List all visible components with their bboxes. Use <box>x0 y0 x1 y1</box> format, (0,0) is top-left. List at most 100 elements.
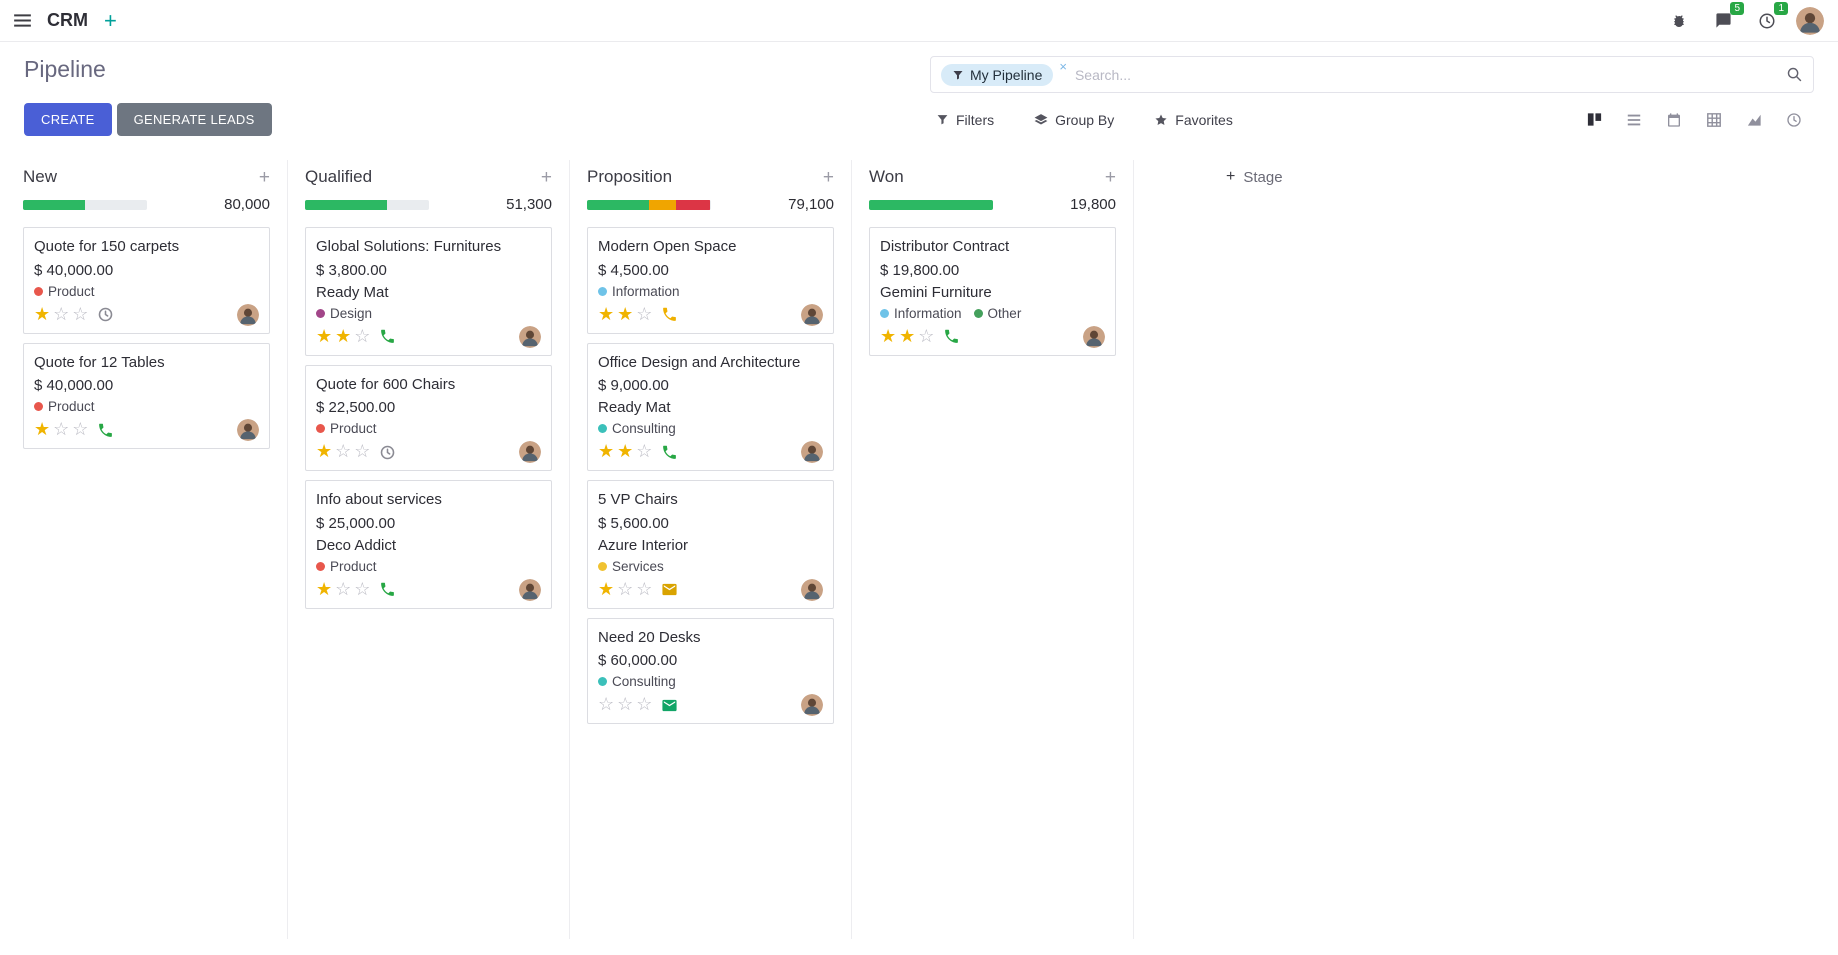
card-avatar <box>801 441 823 463</box>
phone-activity-icon[interactable] <box>661 306 678 323</box>
kanban-card[interactable]: Quote for 600 Chairs $ 22,500.00 Product… <box>305 364 552 471</box>
facet-remove-icon[interactable]: × <box>1059 59 1067 74</box>
favorites-button[interactable]: Favorites <box>1148 111 1239 129</box>
priority-star-icon[interactable]: ☆ <box>335 578 352 599</box>
card-tags: Product <box>316 559 541 574</box>
priority-star-icon[interactable]: ☆ <box>636 441 653 461</box>
priority-star-icon[interactable]: ★ <box>316 325 333 346</box>
column-title[interactable]: New <box>23 167 58 186</box>
priority-star-icon[interactable]: ★ <box>316 578 333 599</box>
filters-button[interactable]: Filters <box>930 111 1000 129</box>
priority-star-icon[interactable]: ★ <box>617 441 634 461</box>
priority-star-icon[interactable]: ☆ <box>335 441 352 461</box>
pivot-view-icon <box>1706 112 1722 128</box>
top-navbar: CRM + 5 1 <box>0 0 1838 42</box>
phone-activity-icon[interactable] <box>661 444 678 461</box>
envelope-activity-icon[interactable] <box>661 581 678 598</box>
priority-star-icon[interactable]: ★ <box>34 303 51 324</box>
apps-menu-button[interactable] <box>14 14 31 27</box>
priority-star-icon[interactable]: ☆ <box>53 303 70 324</box>
priority-star-icon[interactable]: ★ <box>335 325 352 346</box>
create-button[interactable]: CREATE <box>24 103 112 136</box>
kanban-card[interactable]: 5 VP Chairs $ 5,600.00 Azure Interior Se… <box>587 480 834 609</box>
priority-star-icon[interactable]: ☆ <box>354 578 371 599</box>
progress-segment[interactable] <box>23 199 85 210</box>
priority-star-icon[interactable]: ★ <box>34 419 51 439</box>
column-progressbar[interactable] <box>23 199 147 210</box>
kanban-card[interactable]: Distributor Contract $ 19,800.00 Gemini … <box>869 227 1116 356</box>
column-quick-create-icon[interactable]: + <box>1104 166 1116 188</box>
priority-star-icon[interactable]: ☆ <box>72 419 89 439</box>
kanban-card[interactable]: Info about services $ 25,000.00 Deco Add… <box>305 480 552 609</box>
kanban-card[interactable]: Office Design and Architecture $ 9,000.0… <box>587 342 834 471</box>
app-name[interactable]: CRM <box>47 10 88 30</box>
column-progressbar[interactable] <box>305 199 429 210</box>
kanban-card[interactable]: Global Solutions: Furnitures $ 3,800.00 … <box>305 227 552 356</box>
progress-segment[interactable] <box>869 199 993 210</box>
priority-star-icon[interactable]: ☆ <box>636 303 653 324</box>
generate-leads-button[interactable]: GENERATE LEADS <box>116 103 272 136</box>
progress-segment[interactable] <box>305 199 387 210</box>
envelope-activity-icon[interactable] <box>661 697 678 714</box>
card-tag: Information <box>598 284 680 299</box>
priority-star-icon[interactable]: ☆ <box>636 694 653 714</box>
messages-button[interactable]: 5 <box>1708 1 1744 36</box>
phone-activity-icon[interactable] <box>379 328 396 345</box>
priority-star-icon[interactable]: ★ <box>617 303 634 324</box>
group-by-button[interactable]: Group By <box>1028 111 1120 129</box>
view-activity-button[interactable] <box>1774 105 1814 135</box>
search-input[interactable] <box>1072 65 1780 84</box>
priority-star-icon[interactable]: ☆ <box>53 419 70 439</box>
priority-star-icon[interactable]: ★ <box>598 441 615 461</box>
priority-star-icon[interactable]: ☆ <box>354 325 371 346</box>
column-quick-create-icon[interactable]: + <box>540 166 552 188</box>
priority-star-icon[interactable]: ☆ <box>617 578 634 599</box>
tag-label: Product <box>330 558 377 574</box>
kanban-card[interactable]: Need 20 Desks $ 60,000.00 Consulting ☆ ☆ ☆ <box>587 617 834 724</box>
clock-activity-icon[interactable] <box>97 306 114 323</box>
column-quick-create-icon[interactable]: + <box>258 166 270 188</box>
priority-star-icon[interactable]: ★ <box>598 578 615 599</box>
search-bar[interactable]: My Pipeline × <box>930 56 1814 93</box>
progress-segment[interactable] <box>648 199 676 210</box>
clock-activity-icon[interactable] <box>379 444 396 461</box>
view-graph-button[interactable] <box>1734 105 1774 135</box>
add-stage-button[interactable]: + Stage <box>1226 168 1283 186</box>
view-calendar-button[interactable] <box>1654 105 1694 135</box>
progress-segment[interactable] <box>587 199 649 210</box>
column-cards: Modern Open Space $ 4,500.00 Information… <box>587 227 834 724</box>
user-menu-button[interactable] <box>1796 6 1824 35</box>
magnifier-icon[interactable] <box>1786 66 1803 83</box>
column-quick-create-icon[interactable]: + <box>822 166 834 188</box>
priority-star-icon[interactable]: ★ <box>316 441 333 461</box>
priority-star-icon[interactable]: ☆ <box>918 325 935 346</box>
view-list-button[interactable] <box>1614 105 1654 135</box>
phone-activity-icon[interactable] <box>943 328 960 345</box>
plus-icon[interactable]: + <box>104 7 117 33</box>
phone-activity-icon[interactable] <box>379 581 396 598</box>
card-avatar <box>519 441 541 463</box>
column-title[interactable]: Qualified <box>305 167 373 186</box>
column-title[interactable]: Proposition <box>587 167 673 186</box>
phone-activity-icon[interactable] <box>97 422 114 439</box>
column-progressbar[interactable] <box>869 199 993 210</box>
debug-button[interactable] <box>1664 6 1694 36</box>
priority-star-icon[interactable]: ★ <box>899 325 916 346</box>
column-title[interactable]: Won <box>869 167 904 186</box>
priority-star-icon[interactable]: ☆ <box>598 694 615 714</box>
priority-star-icon[interactable]: ☆ <box>72 303 89 324</box>
priority-star-icon[interactable]: ☆ <box>636 578 653 599</box>
activities-button[interactable]: 1 <box>1752 1 1788 36</box>
card-tag: Consulting <box>598 674 676 689</box>
priority-star-icon[interactable]: ★ <box>880 325 897 346</box>
kanban-card[interactable]: Quote for 150 carpets $ 40,000.00 Produc… <box>23 227 270 334</box>
progress-segment[interactable] <box>675 199 711 210</box>
view-pivot-button[interactable] <box>1694 105 1734 135</box>
kanban-card[interactable]: Modern Open Space $ 4,500.00 Information… <box>587 227 834 334</box>
kanban-card[interactable]: Quote for 12 Tables $ 40,000.00 Product … <box>23 342 270 449</box>
column-progressbar[interactable] <box>587 199 711 210</box>
priority-star-icon[interactable]: ★ <box>598 303 615 324</box>
priority-star-icon[interactable]: ☆ <box>354 441 371 461</box>
view-kanban-button[interactable] <box>1574 105 1614 135</box>
priority-star-icon[interactable]: ☆ <box>617 694 634 714</box>
